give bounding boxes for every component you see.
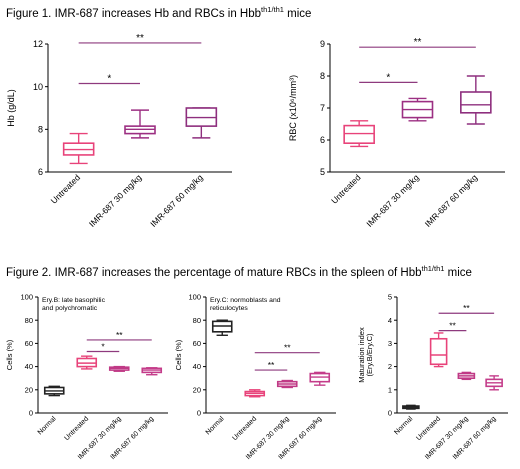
eryc-significance-label: ** — [284, 343, 291, 353]
rbc-box — [343, 124, 375, 144]
eryb-y-tick-label: 60 — [25, 339, 33, 348]
maturation-y-axis-label-line: Maturation index — [357, 327, 366, 383]
maturation-category-label: Untreated — [415, 415, 442, 442]
rbc-y-tick-label: 5 — [320, 167, 325, 177]
eryb-annotation-line: Ery.B: late basophilic — [42, 297, 106, 304]
figure-1-title-superscript: th1/th1 — [261, 5, 284, 14]
figure-2-title: Figure 2. IMR-687 increases the percenta… — [6, 264, 472, 279]
hb-y-tick-label: 8 — [38, 124, 43, 134]
eryb-significance-label: * — [101, 342, 105, 352]
eryc-significance-label: ** — [268, 360, 275, 370]
figure-1-title-tail: mice — [283, 7, 312, 20]
maturation-significance-label: ** — [449, 321, 456, 331]
eryc-annotation-line: reticulocytes — [210, 305, 248, 312]
figure-2-title-superscript: th1/th1 — [421, 264, 445, 273]
figure-1-title: Figure 1. IMR-687 increases Hb and RBCs … — [6, 5, 311, 20]
eryb-y-tick-label: 80 — [25, 316, 33, 325]
maturation-y-tick-label: 1 — [388, 385, 392, 394]
rbc-y-tick-label: 8 — [320, 71, 325, 81]
eryc-y-tick-label: 40 — [193, 362, 201, 371]
eryb-annotation-line: and polychromatic — [42, 305, 98, 312]
eryb-significance-label: ** — [116, 330, 123, 340]
maturation-y-tick-label: 5 — [388, 293, 392, 302]
eryc-y-tick-label: 0 — [197, 409, 201, 418]
hb-significance-label: * — [107, 73, 111, 84]
rbc-y-axis-label-line: RBC (x10⁶/mm³) — [288, 75, 298, 141]
maturation-y-axis-label-line: (Ery.B/Ery.C) — [365, 333, 374, 377]
maturation-box — [429, 337, 448, 366]
eryc-y-tick-label: 80 — [193, 316, 201, 325]
rbc-significance-label: * — [386, 72, 390, 83]
eryc-y-tick-label: 20 — [193, 385, 201, 394]
rbc-y-tick-label: 6 — [320, 135, 325, 145]
rbc-y-tick-label: 9 — [320, 39, 325, 49]
eryb-y-tick-label: 100 — [20, 293, 33, 302]
figure-2-title-tail: mice — [444, 266, 472, 279]
eryc-annotation-line: Ery.C: normoblasts and — [210, 297, 281, 304]
eryc-y-tick-label: 100 — [188, 293, 201, 302]
figure-1-title-text: Figure 1. IMR-687 increases Hb and RBCs … — [6, 7, 262, 20]
maturation-y-axis-label: Maturation index(Ery.B/Ery.C) — [357, 327, 374, 383]
hb-y-tick-label: 12 — [33, 39, 43, 49]
figure-2-title-text: Figure 2. IMR-687 increases the percenta… — [6, 266, 422, 279]
eryb-y-axis-label-line: Cells (%) — [5, 339, 14, 370]
eryc-y-tick-label: 60 — [193, 339, 201, 348]
eryc-y-axis-label-line: Cells (%) — [174, 339, 183, 370]
rbc-y-axis-label: RBC (x10⁶/mm³) — [288, 75, 298, 141]
eryb-y-tick-label: 40 — [25, 362, 33, 371]
maturation-significance-label: ** — [463, 303, 470, 313]
eryc-y-axis-label: Cells (%) — [174, 339, 183, 370]
eryb-y-axis-label: Cells (%) — [5, 339, 14, 370]
eryb-annotation: Ery.B: late basophilic and polychromatic — [42, 297, 106, 312]
eryb-y-tick-label: 0 — [29, 409, 33, 418]
eryc-annotation: Ery.C: normoblasts and reticulocytes — [210, 297, 281, 312]
hb-y-axis-label: Hb (g/dL) — [6, 89, 16, 127]
rbc-y-tick-label: 7 — [320, 103, 325, 113]
rbc-significance-label: ** — [414, 37, 422, 48]
maturation-y-tick-label: 0 — [388, 409, 392, 418]
hb-y-tick-label: 6 — [38, 167, 43, 177]
hb-y-axis-label-line: Hb (g/dL) — [6, 89, 16, 127]
maturation-y-tick-label: 2 — [388, 362, 392, 371]
maturation-category-label: Normal — [393, 415, 414, 436]
hb-y-tick-label: 10 — [33, 82, 43, 92]
eryb-y-tick-label: 20 — [25, 385, 33, 394]
maturation-y-tick-label: 4 — [388, 316, 392, 325]
rbc-box — [460, 91, 492, 114]
hb-significance-label: ** — [136, 33, 144, 44]
maturation-y-tick-label: 3 — [388, 339, 392, 348]
